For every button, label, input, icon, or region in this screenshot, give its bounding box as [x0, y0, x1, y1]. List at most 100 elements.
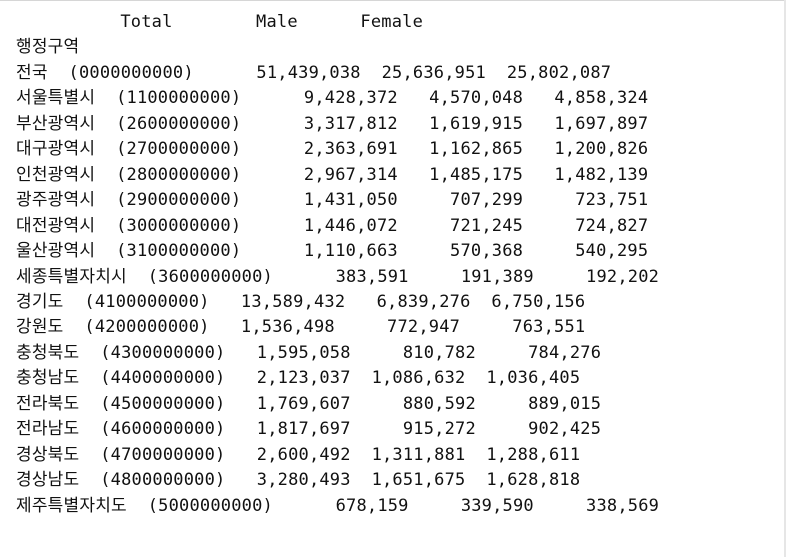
row-label: 전국 (0000000000): [16, 62, 194, 83]
cell-male: 339,590: [460, 495, 534, 516]
cell-male: 915,272: [402, 419, 476, 440]
cell-male: 1,311,881: [371, 444, 466, 465]
column-header-total: Total: [120, 12, 173, 32]
cell-total: 2,967,314: [303, 164, 398, 185]
cell-female: 784,276: [528, 342, 602, 363]
cell-male: 772,947: [387, 317, 461, 338]
row-label: 제주특별자치도 (5000000000): [16, 495, 273, 516]
table-row: 전국 (0000000000) 51,439,038 25,636,951 25…: [16, 61, 659, 86]
cell-total: 678,159: [335, 495, 409, 516]
cell-female: 4,858,324: [554, 88, 649, 109]
cell-female: 540,295: [575, 241, 649, 262]
cell-total: 1,431,050: [303, 190, 398, 211]
column-header-row: Total Male Female: [16, 10, 659, 35]
cell-female: 338,569: [586, 495, 660, 516]
cell-female: 723,751: [575, 190, 649, 211]
table-row: 서울특별시 (1100000000) 9,428,372 4,570,048 4…: [16, 86, 659, 111]
cell-male: 6,839,276: [376, 291, 471, 312]
column-header-male: Male: [256, 12, 298, 32]
cell-total: 2,600,492: [256, 444, 351, 465]
table-row: 대구광역시 (2700000000) 2,363,691 1,162,865 1…: [16, 137, 659, 162]
table-row: 울산광역시 (3100000000) 1,110,663 570,368 540…: [16, 239, 659, 264]
row-label: 대전광역시 (3000000000): [16, 215, 242, 236]
cell-male: 721,245: [450, 215, 524, 236]
table-row: 경상남도 (4800000000) 3,280,493 1,651,675 1,…: [16, 468, 659, 493]
cell-total: 1,110,663: [303, 241, 398, 262]
cell-total: 3,317,812: [303, 113, 398, 134]
cell-male: 570,368: [450, 241, 524, 262]
dataframe-printout: Total Male Female 행정구역 전국 (0000000000) 51,…: [16, 10, 659, 519]
row-label: 경기도 (4100000000): [16, 291, 210, 312]
column-header-female: Female: [360, 12, 423, 32]
table-row: 전라북도 (4500000000) 1,769,607 880,592 889,…: [16, 392, 659, 417]
cell-male: 810,782: [402, 342, 476, 363]
table-row: 광주광역시 (2900000000) 1,431,050 707,299 723…: [16, 188, 659, 213]
cell-total: 3,280,493: [256, 470, 351, 491]
table-row: 경상북도 (4700000000) 2,600,492 1,311,881 1,…: [16, 443, 659, 468]
cell-female: 1,628,818: [486, 470, 581, 491]
cell-total: 1,769,607: [256, 393, 351, 414]
cell-female: 6,750,156: [491, 291, 586, 312]
cell-male: 1,485,175: [429, 164, 524, 185]
cell-total: 2,123,037: [256, 368, 351, 389]
cell-male: 880,592: [402, 393, 476, 414]
cell-male: 4,570,048: [429, 88, 524, 109]
row-label: 대구광역시 (2700000000): [16, 139, 242, 160]
cell-male: 1,162,865: [429, 139, 524, 160]
index-name: 행정구역: [16, 37, 80, 58]
cell-male: 191,389: [460, 266, 534, 287]
table-row: 인천광역시 (2800000000) 2,967,314 1,485,175 1…: [16, 163, 659, 188]
table-row: 대전광역시 (3000000000) 1,446,072 721,245 724…: [16, 214, 659, 239]
table-row: 경기도 (4100000000) 13,589,432 6,839,276 6,…: [16, 290, 659, 315]
table-rows: 전국 (0000000000) 51,439,038 25,636,951 25…: [16, 61, 659, 519]
row-label: 충청남도 (4400000000): [16, 368, 226, 389]
cell-female: 763,551: [512, 317, 586, 338]
table-row: 세종특별자치시 (3600000000) 383,591 191,389 192…: [16, 265, 659, 290]
cell-total: 1,595,058: [256, 342, 351, 363]
cell-total: 9,428,372: [303, 88, 398, 109]
cell-total: 1,536,498: [240, 317, 335, 338]
row-label: 서울특별시 (1100000000): [16, 88, 242, 109]
cell-total: 51,439,038: [256, 62, 361, 83]
row-label: 전라남도 (4600000000): [16, 419, 226, 440]
row-label: 경상남도 (4800000000): [16, 470, 226, 491]
cell-male: 1,651,675: [371, 470, 466, 491]
row-label: 광주광역시 (2900000000): [16, 190, 242, 211]
cell-male: 1,619,915: [429, 113, 524, 134]
row-label: 경상북도 (4700000000): [16, 444, 226, 465]
table-row: 충청북도 (4300000000) 1,595,058 810,782 784,…: [16, 341, 659, 366]
cell-total: 1,817,697: [256, 419, 351, 440]
table-row: 부산광역시 (2600000000) 3,317,812 1,619,915 1…: [16, 112, 659, 137]
cell-female: 889,015: [528, 393, 602, 414]
table-row: 전라남도 (4600000000) 1,817,697 915,272 902,…: [16, 417, 659, 442]
cell-total: 1,446,072: [303, 215, 398, 236]
row-label: 강원도 (4200000000): [16, 317, 210, 338]
cell-female: 1,200,826: [554, 139, 649, 160]
cell-total: 13,589,432: [240, 291, 346, 312]
cell-female: 902,425: [528, 419, 602, 440]
row-label: 울산광역시 (3100000000): [16, 241, 242, 262]
row-label: 인천광역시 (2800000000): [16, 164, 242, 185]
table-row: 강원도 (4200000000) 1,536,498 772,947 763,5…: [16, 315, 659, 340]
cell-male: 25,636,951: [381, 62, 486, 83]
cell-total: 2,363,691: [303, 139, 398, 160]
row-label: 전라북도 (4500000000): [16, 393, 226, 414]
cell-female: 1,697,897: [554, 113, 649, 134]
row-label: 세종특별자치시 (3600000000): [16, 266, 273, 287]
cell-female: 192,202: [586, 266, 660, 287]
table-row: 충청남도 (4400000000) 2,123,037 1,086,632 1,…: [16, 366, 659, 391]
row-label: 충청북도 (4300000000): [16, 342, 226, 363]
cell-female: 1,036,405: [486, 368, 581, 389]
index-name-row: 행정구역: [16, 35, 659, 60]
row-label: 부산광역시 (2600000000): [16, 113, 242, 134]
panel-right-border: [784, 0, 786, 557]
table-row: 제주특별자치도 (5000000000) 678,159 339,590 338…: [16, 494, 659, 519]
cell-male: 1,086,632: [371, 368, 466, 389]
cell-female: 1,482,139: [554, 164, 649, 185]
cell-male: 707,299: [450, 190, 524, 211]
cell-total: 383,591: [335, 266, 409, 287]
panel-top-border: [0, 0, 786, 1]
cell-female: 25,802,087: [506, 62, 612, 83]
cell-female: 1,288,611: [486, 444, 581, 465]
